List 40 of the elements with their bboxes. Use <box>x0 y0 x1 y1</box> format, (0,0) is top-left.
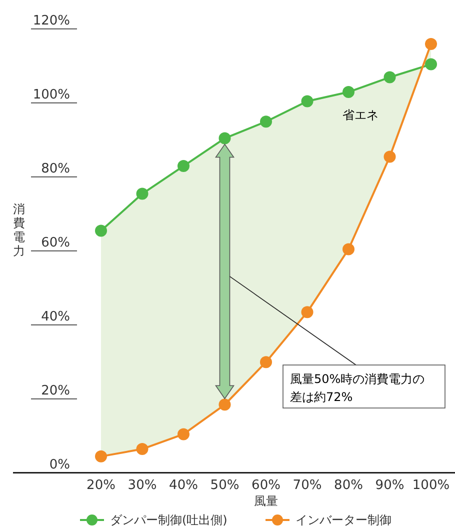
point <box>384 150 396 163</box>
point <box>95 224 107 237</box>
y-tick-label: 0% <box>49 457 70 472</box>
x-axis-title: 風量 <box>254 494 278 508</box>
point <box>384 71 396 84</box>
x-tick-label: 20% <box>86 478 116 493</box>
point <box>218 398 231 411</box>
point <box>136 188 148 200</box>
point <box>218 132 231 144</box>
annotation: 省エネ <box>342 108 378 122</box>
point <box>301 95 314 108</box>
x-tick-label: 60% <box>252 478 280 493</box>
point <box>301 306 314 318</box>
y-tick-label: 120% <box>32 13 70 28</box>
point <box>342 86 354 98</box>
y-tick-label: 20% <box>41 383 70 398</box>
y-tick-label: 40% <box>41 309 70 324</box>
legend-label: ダンパー制御(吐出側) <box>110 513 228 527</box>
point <box>260 356 272 368</box>
x-tick-label: 90% <box>375 478 404 493</box>
y-tick-label: 60% <box>41 235 70 250</box>
y-axis-title: 消費電力 <box>13 202 25 258</box>
point <box>95 450 107 462</box>
y-tick-label: 80% <box>41 161 70 176</box>
x-tick-label: 100% <box>412 478 450 493</box>
point <box>178 160 190 172</box>
x-tick-label: 50% <box>210 478 240 493</box>
point <box>178 428 190 440</box>
point <box>425 58 437 70</box>
x-tick-label: 30% <box>128 478 157 493</box>
x-tick-label: 70% <box>292 478 322 493</box>
legend-label: インバーター制御 <box>296 513 392 527</box>
x-tick-label: 40% <box>169 478 198 493</box>
point <box>136 443 148 456</box>
point <box>425 38 437 50</box>
point <box>342 243 354 256</box>
annotation: 風量50%時の消費電力の差は約72% <box>290 372 425 404</box>
x-tick-label: 80% <box>334 478 363 493</box>
y-tick-label: 100% <box>32 87 70 102</box>
point <box>260 116 272 128</box>
